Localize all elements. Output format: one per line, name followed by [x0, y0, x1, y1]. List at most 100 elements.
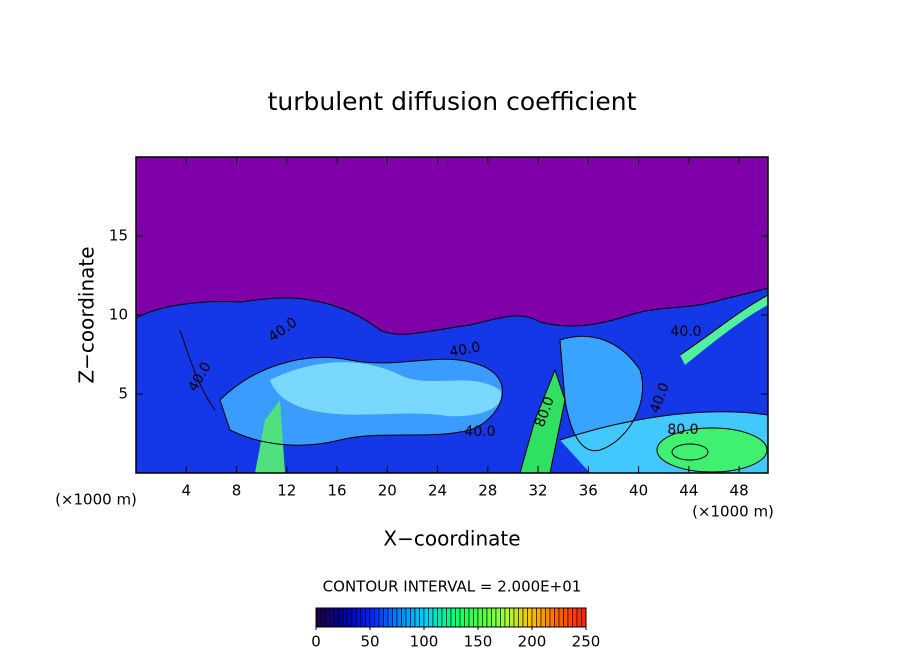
- x-unit-label: (×1000 m): [55, 491, 137, 509]
- colorbar-stripe: [446, 607, 452, 628]
- x-tick-label: 36: [579, 482, 598, 500]
- colorbar-stripe: [527, 607, 533, 628]
- colorbar-stripe: [491, 607, 497, 628]
- colorbar-stripe: [423, 607, 429, 628]
- colorbar-stripe: [383, 607, 389, 628]
- colorbar-stripe: [378, 607, 384, 628]
- colorbar-stripe: [536, 607, 542, 628]
- x-axis-label: X−coordinate: [383, 527, 520, 551]
- colorbar-stripe: [396, 607, 402, 628]
- colorbar-stripe: [329, 607, 335, 628]
- contour-label: 40.0: [448, 339, 481, 360]
- colorbar-stripe: [576, 607, 582, 628]
- colorbar-stripe: [450, 607, 456, 628]
- x-tick-label: 40: [629, 482, 648, 500]
- colorbar-stripe: [531, 607, 537, 628]
- colorbar-stripe: [482, 607, 488, 628]
- colorbar-frame: [315, 607, 587, 628]
- colorbar-stripe: [432, 607, 438, 628]
- y-tick-label: 5: [118, 385, 128, 403]
- contour-label: 40.0: [464, 424, 495, 440]
- x-tick-label: 32: [529, 482, 548, 500]
- colorbar-stripe: [545, 607, 551, 628]
- colorbar-stripe: [495, 607, 501, 628]
- colorbar-stripe: [356, 607, 362, 628]
- x-tick-label: 16: [327, 482, 346, 500]
- colorbar-stripe: [437, 607, 443, 628]
- colorbar-stripe: [365, 607, 371, 628]
- field-region: [270, 362, 502, 417]
- colorbar-stripe: [567, 607, 573, 628]
- contour-lines: [135, 287, 769, 474]
- x-tick-label: 20: [378, 482, 397, 500]
- colorbar-stripe: [441, 607, 447, 628]
- chart-title: turbulent diffusion coefficient: [268, 87, 637, 116]
- x-tick-label: 12: [277, 482, 296, 500]
- colorbar-stripe: [347, 607, 353, 628]
- colorbar-stripe: [464, 607, 470, 628]
- colorbar-stripe: [513, 607, 519, 628]
- x-tick-label: 4: [181, 482, 191, 500]
- colorbar-stripe: [473, 607, 479, 628]
- colorbar-tick-label: 50: [360, 633, 379, 651]
- colorbar-stripe: [324, 607, 330, 628]
- contour-interval: CONTOUR INTERVAL = 2.000E+01: [323, 578, 582, 596]
- colorbar-stripe: [428, 607, 434, 628]
- colorbar-stripe: [401, 607, 407, 628]
- colorbar-stripe: [504, 607, 510, 628]
- field-region: [657, 428, 767, 472]
- colorbar-stripe: [405, 607, 411, 628]
- colorbar-stripe: [558, 607, 564, 628]
- contour-label: 40.0: [670, 324, 701, 340]
- colorbar-tick-label: 200: [518, 633, 547, 651]
- colorbar-stripe: [581, 607, 587, 628]
- colorbar-stripe: [374, 607, 380, 628]
- field-region: [560, 336, 643, 451]
- x-unit-label: (×1000 m): [692, 503, 774, 521]
- colorbar-tick-label: 100: [410, 633, 439, 651]
- colorbar-stripe: [387, 607, 393, 628]
- colorbar-stripe: [315, 607, 321, 628]
- field-region: [255, 400, 285, 473]
- x-tick-label: 44: [679, 482, 698, 500]
- colorbar-tick-label: 250: [572, 633, 601, 651]
- x-tick-label: 8: [232, 482, 242, 500]
- field-region: [680, 295, 768, 365]
- colorbar-stripe: [486, 607, 492, 628]
- colorbar-stripe: [333, 607, 339, 628]
- colorbar-stripe: [320, 607, 326, 628]
- colorbar-stripe: [360, 607, 366, 628]
- x-tick-label: 48: [730, 482, 749, 500]
- colorbar-stripe: [455, 607, 461, 628]
- colorbar-stripe: [369, 607, 375, 628]
- y-tick-label: 10: [109, 306, 128, 324]
- colorbar-stripe: [338, 607, 344, 628]
- colorbar-stripe: [342, 607, 348, 628]
- colorbar-stripe: [563, 607, 569, 628]
- y-axis-label: Z−coordinate: [75, 246, 99, 383]
- colorbar-stripe: [410, 607, 416, 628]
- colorbar-stripe: [522, 607, 528, 628]
- colorbar-stripe: [459, 607, 465, 628]
- x-tick-label: 28: [478, 482, 497, 500]
- field-region: [520, 370, 565, 473]
- colorbar-stripe: [392, 607, 398, 628]
- colorbar-stripe: [500, 607, 506, 628]
- colorbar-stripe: [468, 607, 474, 628]
- colorbar-stripe: [351, 607, 357, 628]
- colorbar-stripe: [549, 607, 555, 628]
- colorbar-stripe: [509, 607, 515, 628]
- contour-label: 80.0: [667, 422, 698, 438]
- colorbar-stripe: [477, 607, 483, 628]
- colorbar-stripe: [419, 607, 425, 628]
- colorbar-stripe: [518, 607, 524, 628]
- y-tick-label: 15: [109, 227, 128, 245]
- colorbar-tick-label: 150: [464, 633, 493, 651]
- colorbar-stripe: [554, 607, 560, 628]
- x-tick-label: 24: [428, 482, 447, 500]
- colorbar-tick-label: 0: [311, 633, 321, 651]
- colorbar-stripe: [572, 607, 578, 628]
- colorbar-stripe: [540, 607, 546, 628]
- field: [135, 157, 769, 474]
